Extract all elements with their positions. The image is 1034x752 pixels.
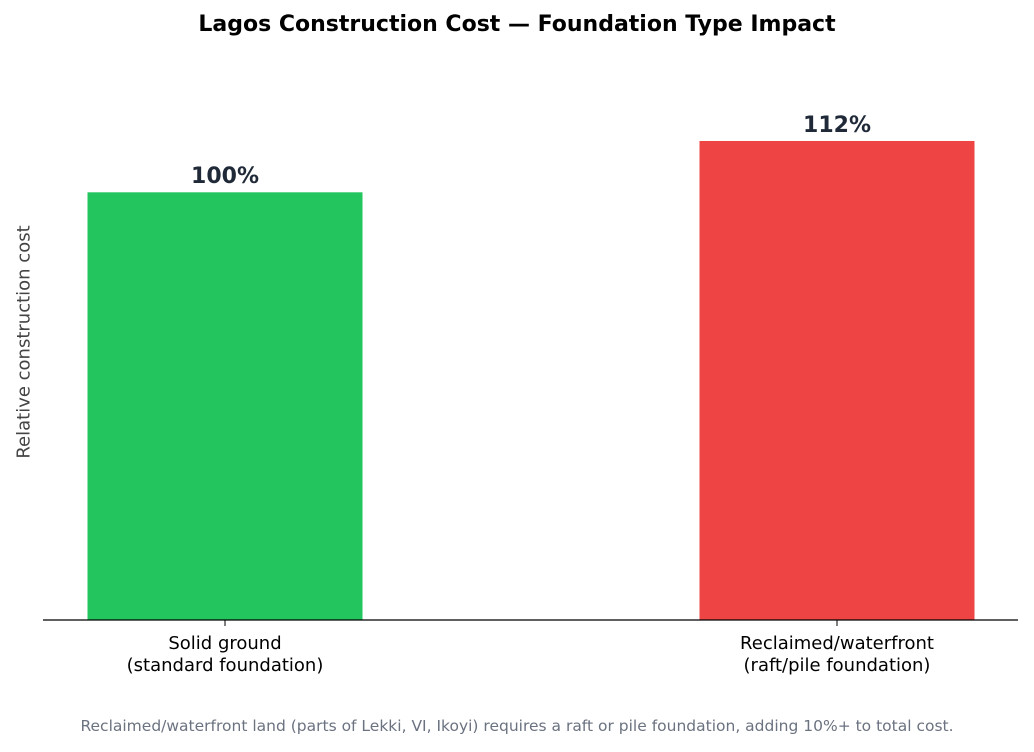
value-label: 100%: [191, 164, 259, 190]
value-label: 112%: [803, 112, 871, 138]
bar: [87, 192, 363, 621]
x-tick-label: Solid ground (standard foundation): [126, 633, 324, 676]
y-axis-label: Relative construction cost: [13, 225, 35, 459]
chart-title: Lagos Construction Cost — Foundation Typ…: [198, 12, 836, 37]
footnote: Reclaimed/waterfront land (parts of Lekk…: [80, 717, 954, 735]
x-tick-label: Reclaimed/waterfront (raft/pile foundati…: [740, 633, 934, 676]
bar: [699, 140, 975, 620]
